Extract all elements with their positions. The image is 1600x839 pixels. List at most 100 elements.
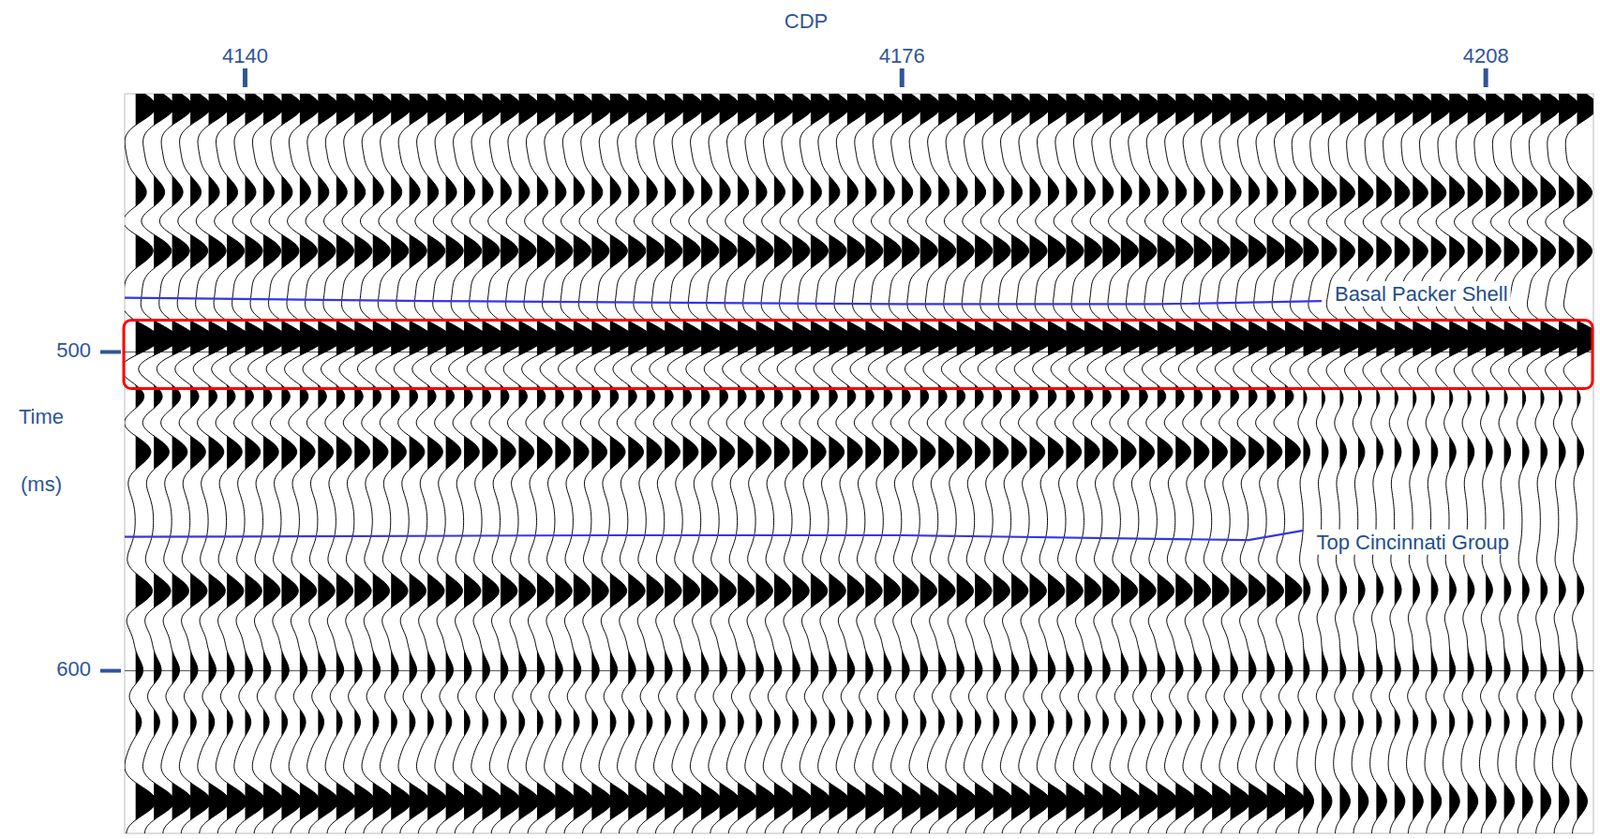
trace — [339, 93, 379, 834]
x-tick — [1483, 68, 1489, 88]
trace-wiggle — [156, 93, 196, 834]
grid-line — [124, 670, 1594, 672]
trace — [649, 93, 689, 834]
trace-wiggle — [393, 93, 434, 834]
trace — [321, 93, 361, 834]
trace — [503, 93, 543, 834]
trace-wiggle — [1178, 93, 1218, 834]
highlight-box — [123, 319, 1593, 389]
trace-wiggle — [1233, 93, 1273, 834]
trace-wiggle — [868, 93, 909, 834]
trace — [850, 93, 890, 834]
trace-wiggle — [522, 93, 562, 834]
trace-wiggle — [1014, 93, 1054, 834]
trace-wiggle — [539, 93, 580, 834]
trace — [977, 93, 1017, 834]
trace — [156, 93, 196, 834]
trace-wiggle — [1270, 93, 1310, 834]
trace — [1178, 93, 1218, 834]
trace — [759, 93, 799, 834]
trace — [558, 93, 599, 834]
y-axis-title: Time — [18, 404, 64, 429]
x-tick-label: 4176 — [879, 44, 926, 68]
x-axis-title: CDP — [784, 9, 828, 33]
trace-wiggle — [630, 93, 671, 834]
y-tick-label: 500 — [56, 338, 91, 362]
trace-wiggle — [485, 93, 525, 834]
trace-wiggle — [1123, 93, 1164, 834]
trace-wiggle — [941, 93, 981, 834]
plot-frame — [124, 93, 1594, 834]
trace — [740, 93, 780, 834]
trace-wiggle — [1087, 93, 1127, 834]
trace — [138, 93, 179, 834]
trace-wiggle — [703, 93, 744, 834]
trace-wiggle — [412, 93, 452, 834]
x-tick-label: 4208 — [1463, 44, 1510, 68]
trace-wiggle — [1050, 93, 1091, 834]
trace-wiggle — [977, 93, 1017, 834]
trace-wiggle — [1160, 93, 1200, 834]
trace — [1270, 93, 1310, 834]
y-tick — [100, 669, 121, 673]
trace — [229, 93, 269, 834]
trace — [211, 93, 251, 834]
trace — [722, 93, 763, 834]
trace — [813, 93, 853, 834]
x-tick — [242, 68, 248, 88]
trace-wiggle — [229, 93, 269, 834]
trace-wiggle — [339, 93, 379, 834]
trace-wiggle — [613, 93, 653, 834]
trace — [959, 93, 999, 834]
trace-wiggle — [576, 93, 616, 834]
trace-wiggle — [740, 93, 780, 834]
trace — [302, 93, 343, 834]
trace-wiggle — [996, 93, 1036, 834]
trace — [1563, 93, 1594, 834]
trace — [1069, 93, 1109, 834]
trace-wiggle — [503, 93, 543, 834]
trace — [248, 93, 287, 834]
y-axis-unit: (ms) — [20, 472, 62, 496]
chart: Basal Packer Shell Top Cincinnati Group CD… — [0, 0, 1600, 839]
trace-wiggle — [1069, 93, 1109, 834]
trace — [522, 93, 562, 834]
trace-wiggle — [886, 93, 927, 834]
trace — [1196, 93, 1237, 834]
trace — [630, 93, 671, 834]
trace — [1106, 93, 1146, 834]
trace — [1233, 93, 1273, 834]
trace — [448, 93, 489, 834]
trace — [1032, 93, 1073, 834]
trace-wiggle — [357, 93, 397, 834]
y-tick-label: 600 — [56, 657, 91, 681]
x-tick — [899, 68, 905, 88]
trace-wiggle — [375, 93, 416, 834]
trace-wiggle — [1196, 93, 1237, 834]
trace — [430, 93, 470, 834]
trace — [193, 93, 233, 834]
trace — [777, 93, 817, 834]
trace-wiggle — [266, 93, 306, 834]
trace-wiggle — [722, 93, 763, 834]
horizon-label: Basal Packer Shell — [1334, 282, 1509, 306]
trace — [539, 93, 580, 834]
trace — [1214, 93, 1254, 834]
trace-wiggle — [302, 93, 343, 834]
trace-wiggle — [1214, 93, 1254, 834]
trace — [1160, 93, 1200, 834]
trace-wiggle — [813, 93, 853, 834]
trace-wiggle — [649, 93, 689, 834]
trace — [595, 93, 635, 834]
trace-wiggle — [466, 93, 506, 834]
trace — [795, 93, 836, 834]
trace — [904, 93, 944, 834]
plot-area — [124, 93, 1594, 834]
trace-wiggle — [959, 93, 999, 834]
trace-wiggle — [448, 93, 489, 834]
trace — [886, 93, 927, 834]
trace — [868, 93, 909, 834]
trace-wiggle — [558, 93, 599, 834]
horizon-label: Top Cincinnati Group — [1315, 530, 1509, 554]
trace-wiggle — [1142, 93, 1182, 834]
